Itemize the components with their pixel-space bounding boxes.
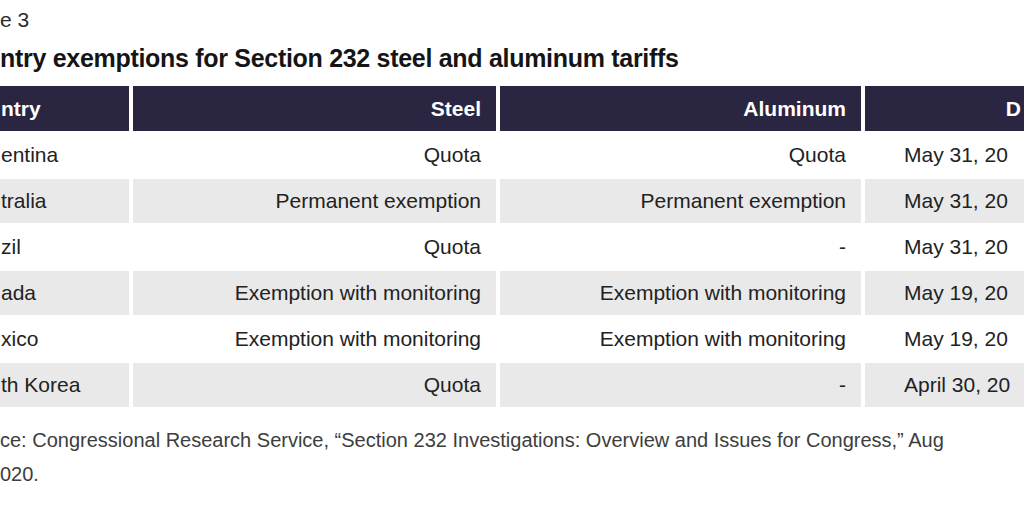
figure-label: e 3 [0,7,29,32]
cell-aluminum: Permanent exemption [500,179,861,223]
figure-canvas: e 3 ntry exemptions for Section 232 stee… [0,0,1024,512]
exemptions-table: ntry Steel Aluminum D entina Quota Quota… [0,86,1024,407]
cell-date: April 30, 20 [865,363,1024,407]
cell-steel: Exemption with monitoring [133,271,496,315]
cell-country: entina [0,133,129,177]
cell-country: th Korea [0,363,129,407]
cell-steel: Quota [133,363,496,407]
cell-aluminum: Quota [500,133,861,177]
column-header-date: D [865,86,1024,131]
cell-country: xico [0,317,129,361]
source-line-1: ce: Congressional Research Service, “Sec… [0,423,944,457]
cell-date: May 19, 20 [865,317,1024,361]
cell-steel: Quota [133,133,496,177]
cell-aluminum: - [500,225,861,269]
cell-aluminum: Exemption with monitoring [500,271,861,315]
column-header-aluminum: Aluminum [500,86,861,131]
cell-aluminum: Exemption with monitoring [500,317,861,361]
cell-steel: Quota [133,225,496,269]
cell-steel: Permanent exemption [133,179,496,223]
cell-aluminum: - [500,363,861,407]
column-header-country: ntry [0,86,129,131]
column-header-steel: Steel [133,86,496,131]
cell-date: May 19, 20 [865,271,1024,315]
cell-date: May 31, 20 [865,133,1024,177]
cell-date: May 31, 20 [865,179,1024,223]
cell-steel: Exemption with monitoring [133,317,496,361]
cell-country: ada [0,271,129,315]
source-note: ce: Congressional Research Service, “Sec… [0,423,944,491]
cell-country: zil [0,225,129,269]
figure-title: ntry exemptions for Section 232 steel an… [0,44,679,72]
cell-date: May 31, 20 [865,225,1024,269]
cell-country: tralia [0,179,129,223]
source-line-2: 020. [0,457,944,491]
